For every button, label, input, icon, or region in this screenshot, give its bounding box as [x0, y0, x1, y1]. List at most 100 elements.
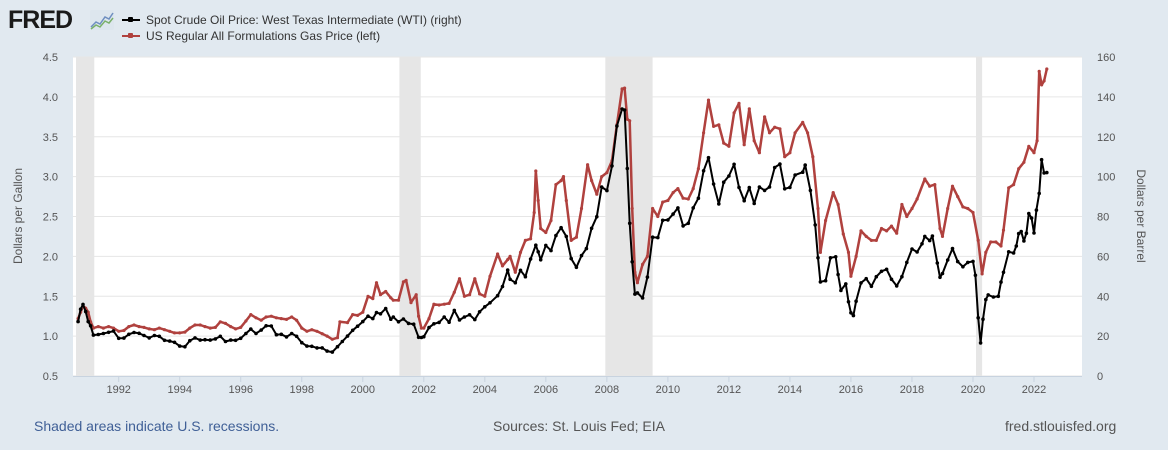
- gas-price-point: [518, 250, 523, 254]
- wti-price-point: [961, 264, 965, 269]
- wti-price-point: [900, 274, 904, 279]
- wti-price-point: [467, 313, 472, 317]
- wti-price-point: [737, 185, 741, 190]
- wti-price-point: [477, 310, 482, 314]
- wti-price-point: [800, 170, 805, 174]
- gas-price-point: [706, 98, 711, 102]
- wti-price-point: [833, 254, 838, 259]
- wti-price-point: [859, 281, 863, 285]
- legend-item-wti[interactable]: Spot Crude Oil Price: West Texas Interme…: [122, 12, 462, 28]
- gas-price-point: [473, 277, 477, 281]
- gas-price-point: [793, 131, 797, 135]
- gas-price-point: [325, 334, 329, 338]
- x-tick-label: 2004: [473, 384, 497, 396]
- x-tick-label: 1992: [106, 384, 130, 396]
- wti-price-point: [910, 247, 914, 251]
- wti-price-point: [839, 288, 843, 293]
- gas-price-point: [269, 314, 273, 318]
- gas-price-point: [374, 281, 379, 285]
- wti-price-point: [518, 268, 523, 273]
- gas-price-point: [249, 313, 253, 317]
- gas-price-point: [879, 226, 884, 231]
- wti-price-point: [844, 282, 848, 286]
- wti-price-point: [579, 253, 584, 258]
- gas-price-point: [183, 330, 187, 334]
- gas-price-point: [409, 301, 413, 305]
- gas-price-point: [742, 143, 746, 147]
- wti-price-point: [193, 336, 197, 340]
- gas-price-point: [508, 254, 512, 258]
- wti-price-point: [488, 301, 492, 305]
- gas-price-point: [928, 184, 932, 188]
- y-right-tick-label: 20: [1097, 331, 1109, 343]
- gas-price-point: [305, 329, 309, 333]
- wti-price-point: [78, 307, 83, 312]
- wti-price-point: [782, 187, 787, 191]
- wti-price-point: [483, 305, 487, 309]
- wti-price-point: [378, 312, 383, 316]
- x-tick-label: 2018: [900, 384, 924, 396]
- gas-price-point: [442, 302, 446, 306]
- wti-price-point: [401, 317, 406, 321]
- wti-price-point: [666, 218, 670, 222]
- gas-price-point: [722, 141, 726, 145]
- gas-price-point: [127, 325, 131, 329]
- gas-price-point: [956, 195, 960, 199]
- gas-price-point: [1022, 160, 1026, 164]
- gas-price-point: [447, 301, 451, 305]
- wti-price-point: [905, 260, 909, 265]
- gas-price-point: [984, 250, 988, 254]
- x-tick-label: 2016: [839, 384, 863, 396]
- wti-price-point: [808, 188, 813, 193]
- wti-price-point: [203, 337, 207, 342]
- wti-price-point: [976, 316, 980, 320]
- gas-price-point: [681, 196, 685, 200]
- wti-price-point: [523, 274, 528, 279]
- wti-price-point: [762, 188, 767, 193]
- gas-price-point: [702, 131, 706, 135]
- wti-price-point: [884, 267, 889, 272]
- wti-price-point: [238, 336, 243, 341]
- wti-price-point: [534, 243, 538, 247]
- gas-price-point: [900, 202, 904, 207]
- gas-price-point: [427, 317, 431, 321]
- wti-price-point: [284, 335, 289, 339]
- wti-price-point: [923, 234, 927, 239]
- wti-price-point: [198, 338, 202, 342]
- gas-price-point: [244, 319, 248, 323]
- gas-price-point: [625, 117, 629, 121]
- fred-logo[interactable]: FRED: [8, 6, 73, 34]
- gas-price-point: [869, 238, 874, 242]
- wti-price-point: [345, 334, 350, 338]
- recession-note: Shaded areas indicate U.S. recessions.: [34, 418, 280, 434]
- legend-item-gas[interactable]: US Regular All Formulations Gas Price (l…: [122, 28, 462, 44]
- gas-price-point: [635, 281, 640, 285]
- gas-price-point: [737, 101, 741, 105]
- gas-price-point: [874, 238, 878, 242]
- gas-price-point: [595, 192, 599, 196]
- wti-price-point: [599, 185, 604, 189]
- wti-price-point: [610, 164, 614, 168]
- wti-price-point: [635, 291, 640, 295]
- x-tick-label: 2014: [778, 384, 802, 396]
- wti-price-point: [894, 284, 899, 288]
- wti-price-point: [83, 309, 88, 314]
- gas-price-point: [666, 198, 670, 203]
- gas-price-point: [976, 238, 980, 242]
- wti-price-point: [218, 334, 223, 339]
- site-link[interactable]: fred.stlouisfed.org: [1005, 418, 1117, 434]
- wti-price-point: [605, 188, 609, 193]
- gas-price-point: [859, 229, 863, 233]
- gas-price-point: [208, 326, 212, 330]
- gas-price-point: [351, 313, 355, 317]
- wti-price-point: [81, 302, 85, 307]
- wti-price-point: [513, 280, 518, 285]
- gas-price-point: [457, 277, 462, 281]
- wti-price-point: [172, 340, 177, 345]
- gas-price-point: [168, 329, 172, 333]
- sources-text: Sources: St. Louis Fed; EIA: [493, 418, 665, 434]
- gas-price-point: [203, 325, 207, 329]
- wti-price-point: [101, 331, 106, 336]
- gas-price-point: [841, 232, 845, 236]
- gas-price-point: [356, 313, 360, 317]
